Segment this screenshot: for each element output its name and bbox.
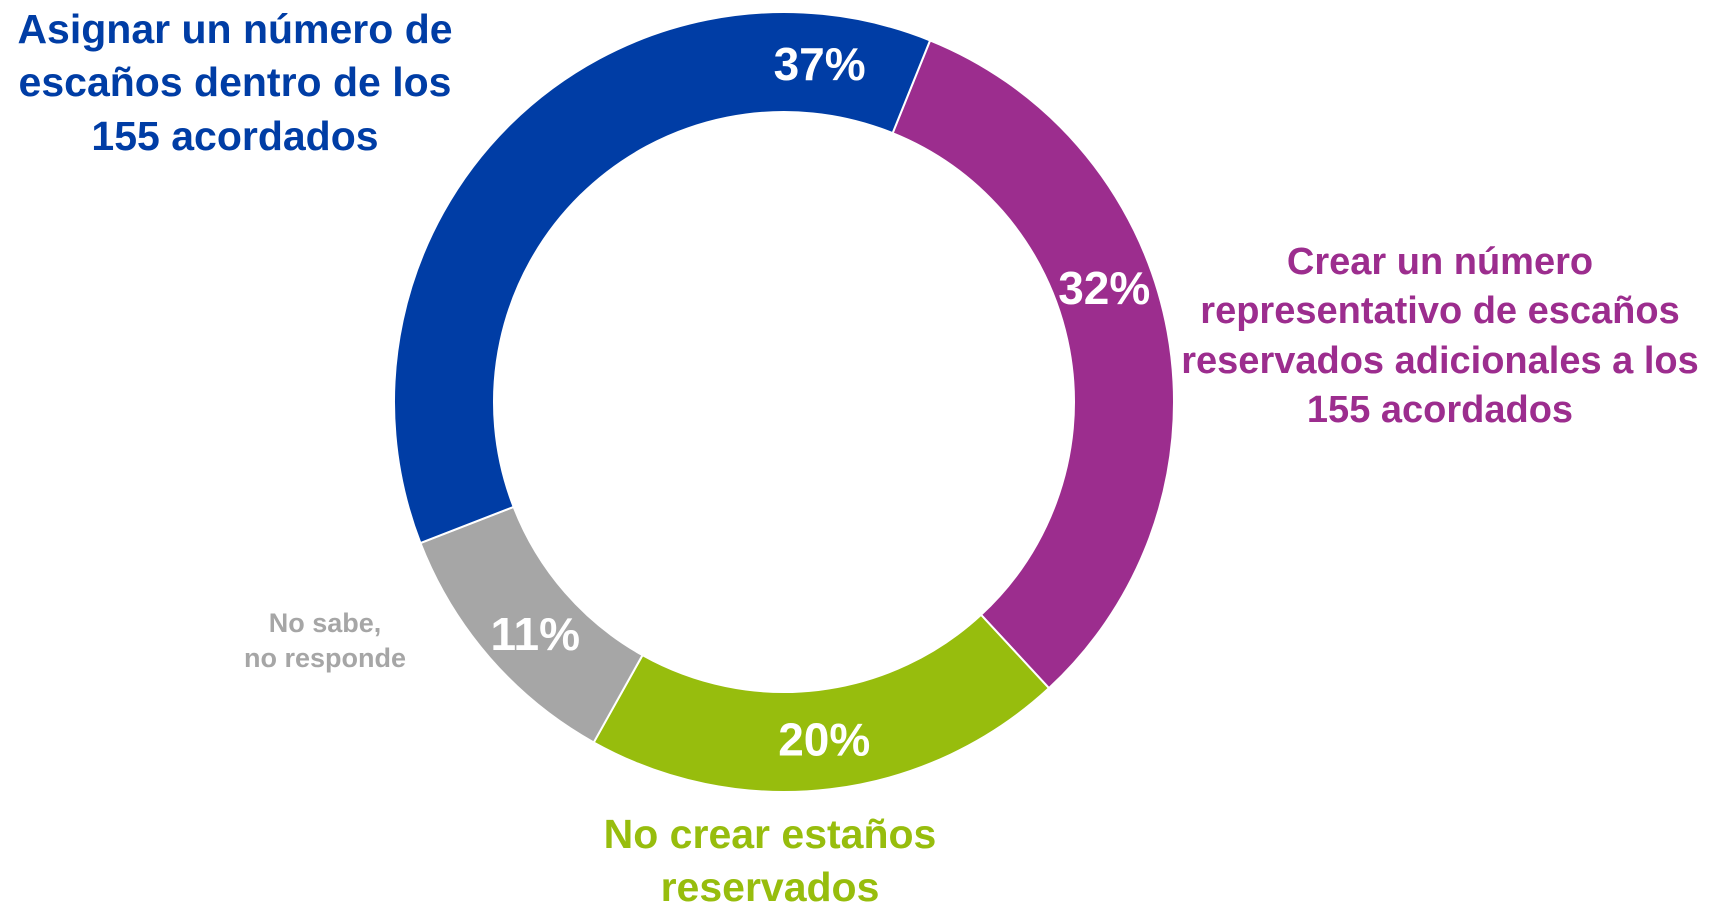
label-line: No sabe,	[268, 608, 382, 638]
label-line: No crear estaños	[603, 811, 937, 857]
pct-label-11: 11%	[490, 608, 580, 660]
label-line: no responde	[243, 643, 406, 674]
label-asignar: Asignar un número de escaños dentro de l…	[0, 3, 470, 163]
pct-label-20: 20%	[778, 714, 870, 766]
label-line: Crear un número	[1286, 241, 1594, 283]
slice-crear-escanos	[891, 39, 1175, 690]
label-line: representativo de escaños	[1200, 290, 1680, 333]
label-line: 155 acordados	[1306, 389, 1574, 432]
pct-label-37: 37%	[774, 38, 866, 90]
label-line: reservados	[660, 864, 880, 911]
label-line: reservados adicionales a los	[1181, 339, 1699, 382]
label-no-sabe: No sabe, no responde	[210, 606, 440, 676]
label-line: 155 acordados	[91, 112, 379, 159]
label-no-crear: No crear estaños reservados	[520, 808, 1020, 915]
label-line: escaños dentro de los	[18, 59, 452, 106]
slice-asignar	[393, 11, 932, 545]
label-crear-escanos: Crear un número representativo de escaño…	[1180, 238, 1700, 436]
pct-label-32: 32%	[1058, 262, 1150, 314]
label-line: Asignar un número de	[17, 6, 453, 52]
